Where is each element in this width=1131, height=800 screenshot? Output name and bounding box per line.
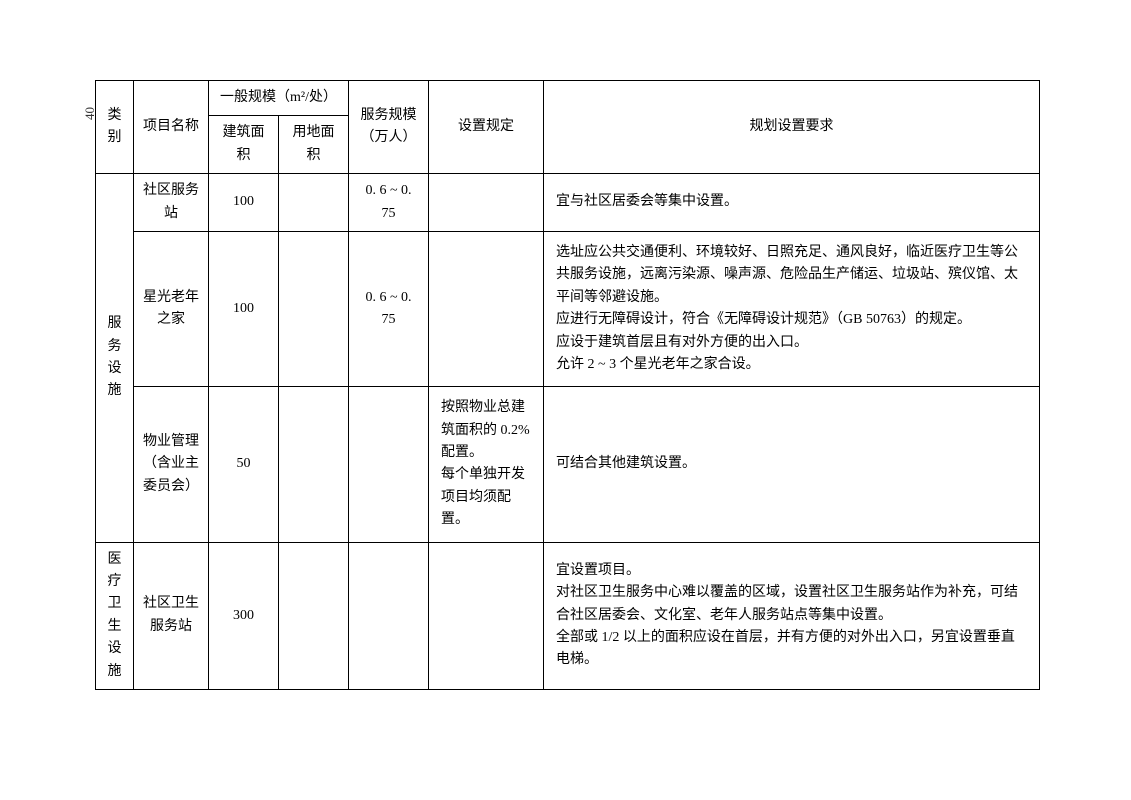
page-number: 40 [82, 107, 98, 120]
th-project-name: 项目名称 [134, 81, 209, 174]
th-land-area: 用地面积 [279, 116, 349, 174]
cell-name: 社区服务站 [134, 174, 209, 232]
category-cell: 服务设施 [96, 174, 134, 542]
cell-service-scale: 0. 6 ~ 0. 75 [349, 231, 429, 386]
cell-setting-rule [429, 542, 544, 689]
cell-setting-rule: 按照物业总建筑面积的 0.2% 配置。每个单独开发项目均须配置。 [429, 387, 544, 542]
cell-setting-rule [429, 174, 544, 232]
cell-name: 社区卫生服务站 [134, 542, 209, 689]
th-general-scale: 一般规模（m²/处） [209, 81, 349, 116]
cell-planning-req: 选址应公共交通便利、环境较好、日照充足、通风良好，临近医疗卫生等公共服务设施，远… [544, 231, 1040, 386]
cell-planning-req: 宜设置项目。对社区卫生服务中心难以覆盖的区域，设置社区卫生服务站作为补充，可结合… [544, 542, 1040, 689]
cell-planning-req: 宜与社区居委会等集中设置。 [544, 174, 1040, 232]
cell-setting-rule [429, 231, 544, 386]
th-building-area: 建筑面积 [209, 116, 279, 174]
table-header: 类别 项目名称 一般规模（m²/处） 服务规模（万人） 设置规定 规划设置要求 … [96, 81, 1040, 174]
th-category: 类别 [96, 81, 134, 174]
cell-service-scale [349, 387, 429, 542]
cell-building-area: 100 [209, 231, 279, 386]
cell-planning-req: 可结合其他建筑设置。 [544, 387, 1040, 542]
th-planning-req: 规划设置要求 [544, 81, 1040, 174]
cell-land-area [279, 231, 349, 386]
cell-building-area: 300 [209, 542, 279, 689]
table-row: 服务设施 社区服务站 100 0. 6 ~ 0. 75 宜与社区居委会等集中设置… [96, 174, 1040, 232]
th-setting-rule: 设置规定 [429, 81, 544, 174]
cell-building-area: 50 [209, 387, 279, 542]
cell-service-scale: 0. 6 ~ 0. 75 [349, 174, 429, 232]
th-service-scale: 服务规模（万人） [349, 81, 429, 174]
table-row: 物业管理（含业主委员会） 50 按照物业总建筑面积的 0.2% 配置。每个单独开… [96, 387, 1040, 542]
category-cell: 医疗卫生设施 [96, 542, 134, 689]
cell-land-area [279, 174, 349, 232]
table-row: 医疗卫生设施 社区卫生服务站 300 宜设置项目。对社区卫生服务中心难以覆盖的区… [96, 542, 1040, 689]
table-body: 服务设施 社区服务站 100 0. 6 ~ 0. 75 宜与社区居委会等集中设置… [96, 174, 1040, 690]
cell-building-area: 100 [209, 174, 279, 232]
facilities-table: 类别 项目名称 一般规模（m²/处） 服务规模（万人） 设置规定 规划设置要求 … [95, 80, 1040, 690]
cell-name: 物业管理（含业主委员会） [134, 387, 209, 542]
cell-service-scale [349, 542, 429, 689]
table-row: 星光老年之家 100 0. 6 ~ 0. 75 选址应公共交通便利、环境较好、日… [96, 231, 1040, 386]
cell-land-area [279, 387, 349, 542]
cell-land-area [279, 542, 349, 689]
cell-name: 星光老年之家 [134, 231, 209, 386]
page: 40 类别 项目名称 一般规模（m²/处） 服务规模（万人） 设置规定 规划设置… [0, 0, 1131, 750]
